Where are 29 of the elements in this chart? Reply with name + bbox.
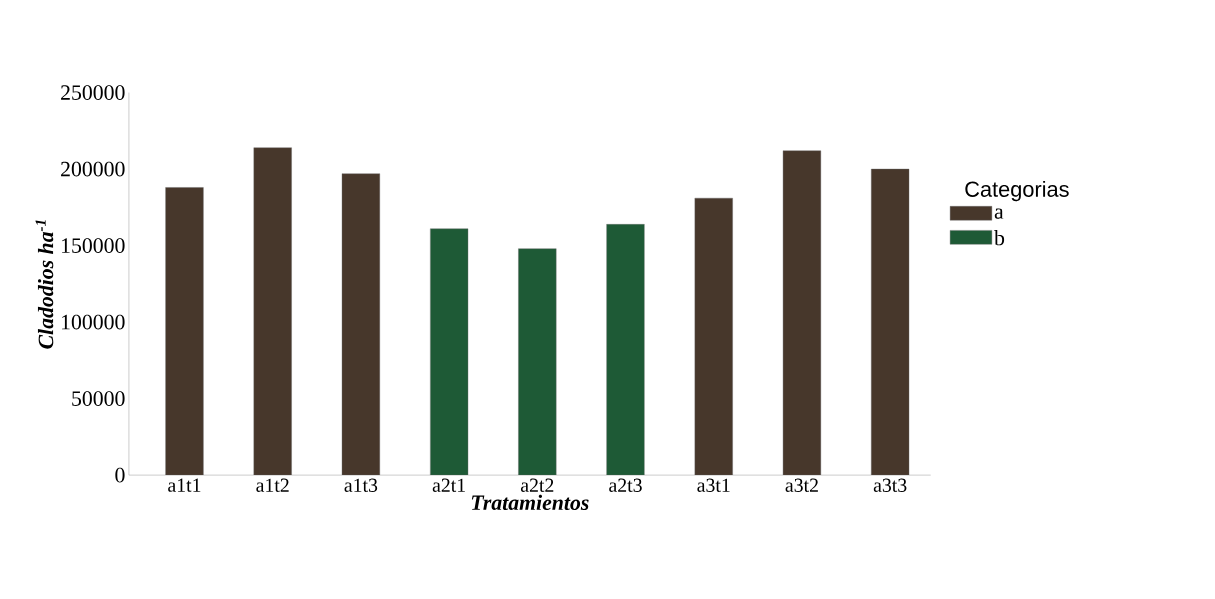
bar bbox=[782, 150, 822, 476]
bar bbox=[341, 173, 380, 476]
legend-label: a bbox=[994, 208, 1004, 220]
bar bbox=[430, 228, 469, 476]
x-tick-label: a2t1 bbox=[432, 478, 465, 493]
y-axis-title: Cladodios ha$^{-1}$ bbox=[35, 220, 54, 349]
bar bbox=[165, 187, 204, 476]
bar bbox=[253, 147, 292, 476]
legend-title: Categorias bbox=[965, 181, 1069, 202]
y-tick-label: 50000 bbox=[72, 391, 125, 407]
x-axis-title: Tratamientos bbox=[471, 494, 589, 511]
legend-label: b bbox=[994, 230, 1005, 246]
y-tick-label: 100000 bbox=[61, 314, 125, 330]
y-tick-label: 200000 bbox=[61, 161, 125, 177]
x-tick-label: a1t2 bbox=[256, 478, 289, 493]
y-tick-label: 0 bbox=[115, 468, 125, 483]
x-tick-label: a2t2 bbox=[520, 478, 554, 493]
x-tick-label: a1t3 bbox=[344, 478, 378, 493]
y-tick-label: 150000 bbox=[61, 238, 125, 254]
x-tick-label: a3t1 bbox=[697, 478, 730, 493]
bar bbox=[694, 198, 733, 476]
x-tick-label: a2t3 bbox=[609, 478, 642, 493]
bar bbox=[518, 248, 557, 476]
x-tick-label: a3t3 bbox=[873, 478, 907, 493]
bar bbox=[606, 224, 645, 476]
x-tick-label: a1t1 bbox=[168, 478, 201, 493]
bar bbox=[871, 169, 910, 476]
y-tick-label: 250000 bbox=[61, 85, 125, 101]
x-tick-label: a3t2 bbox=[785, 478, 818, 493]
